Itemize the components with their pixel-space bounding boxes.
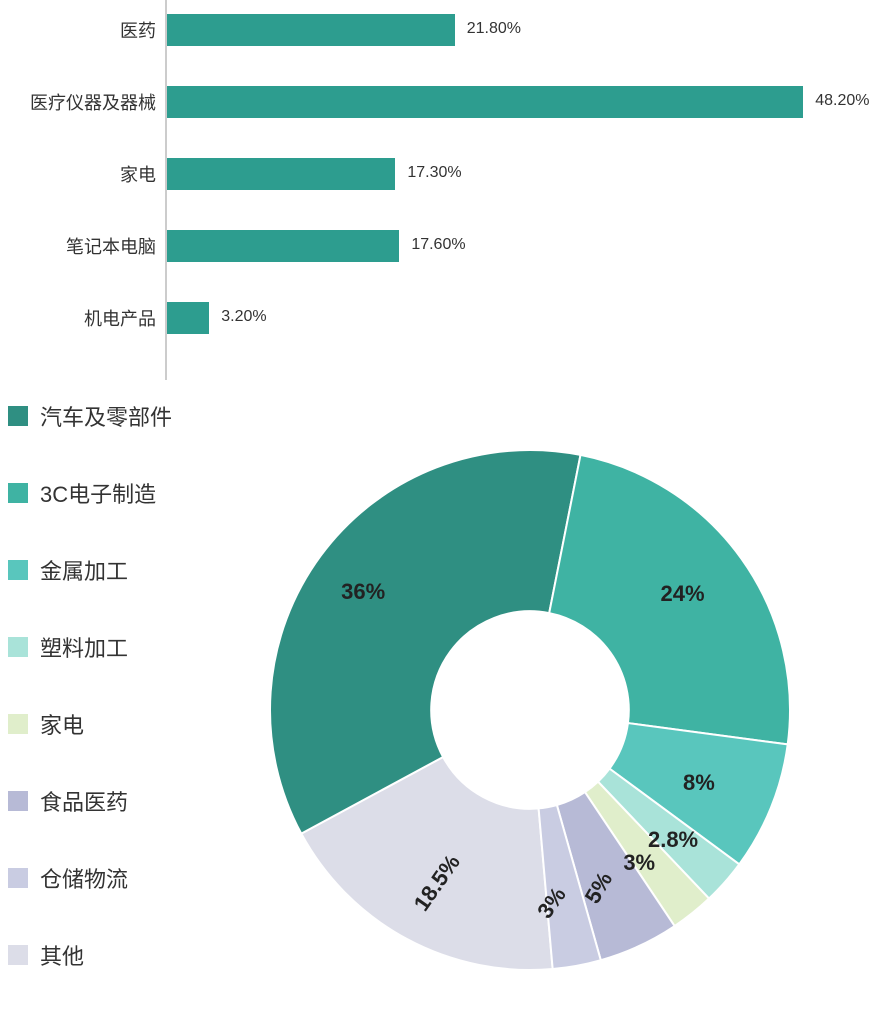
bar-row: 医疗仪器及器械 48.20% (0, 82, 888, 122)
legend-item: 仓储物流 (8, 862, 208, 894)
legend-swatch (8, 406, 28, 426)
bar-label: 家电 (120, 161, 156, 187)
legend-label: 金属加工 (40, 554, 128, 586)
bar-row: 机电产品 3.20% (0, 298, 888, 338)
bar-value: 17.30% (407, 164, 461, 182)
bar-value: 17.60% (411, 236, 465, 254)
donut-slice-label: 2.8% (648, 827, 698, 853)
bar-label: 医药 (120, 17, 156, 43)
legend-swatch (8, 714, 28, 734)
legend-swatch (8, 637, 28, 657)
legend-label: 仓储物流 (40, 862, 128, 894)
legend-item: 食品医药 (8, 785, 208, 817)
donut-chart: 18.5%36%24%8%2.8%3%5%3% (250, 430, 810, 990)
bar-label: 笔记本电脑 (66, 233, 156, 259)
bar-label: 机电产品 (84, 305, 156, 331)
bar-row: 笔记本电脑 17.60% (0, 226, 888, 266)
legend-item: 3C电子制造 (8, 477, 208, 509)
bar-row: 医药 21.80% (0, 10, 888, 50)
bar-value: 48.20% (815, 92, 869, 110)
bar-rect (167, 158, 395, 190)
legend-label: 3C电子制造 (40, 477, 156, 509)
donut-slice-label: 36% (341, 579, 385, 605)
bar-rect (167, 14, 455, 46)
legend-swatch (8, 868, 28, 888)
bar-rect (167, 86, 803, 118)
legend-item: 家电 (8, 708, 208, 740)
bar-label: 医疗仪器及器械 (30, 89, 156, 115)
donut-slice-label: 24% (661, 581, 705, 607)
legend-label: 汽车及零部件 (40, 400, 172, 432)
donut-slice-label: 8% (683, 770, 715, 796)
bar-rect (167, 230, 399, 262)
donut-slice-label: 3% (623, 850, 655, 876)
legend-label: 其他 (40, 939, 84, 971)
bar-value: 21.80% (467, 20, 521, 38)
bar-value: 3.20% (221, 308, 266, 326)
legend-swatch (8, 945, 28, 965)
legend-item: 金属加工 (8, 554, 208, 586)
legend-item: 塑料加工 (8, 631, 208, 663)
legend-item: 其他 (8, 939, 208, 971)
legend-swatch (8, 791, 28, 811)
legend-label: 食品医药 (40, 785, 128, 817)
bar-rect (167, 302, 209, 334)
bar-chart: 医药 21.80% 医疗仪器及器械 48.20% 家电 17.30% 笔记本电脑 17.60%… (0, 0, 888, 380)
legend-label: 塑料加工 (40, 631, 128, 663)
donut-legend: 汽车及零部件 3C电子制造金属加工塑料加工家电食品医药仓储物流其他 (8, 400, 208, 1016)
legend-item: 汽车及零部件 (8, 400, 208, 432)
legend-swatch (8, 560, 28, 580)
legend-swatch (8, 483, 28, 503)
donut-hole (431, 611, 629, 809)
bar-row: 家电 17.30% (0, 154, 888, 194)
legend-label: 家电 (40, 708, 84, 740)
